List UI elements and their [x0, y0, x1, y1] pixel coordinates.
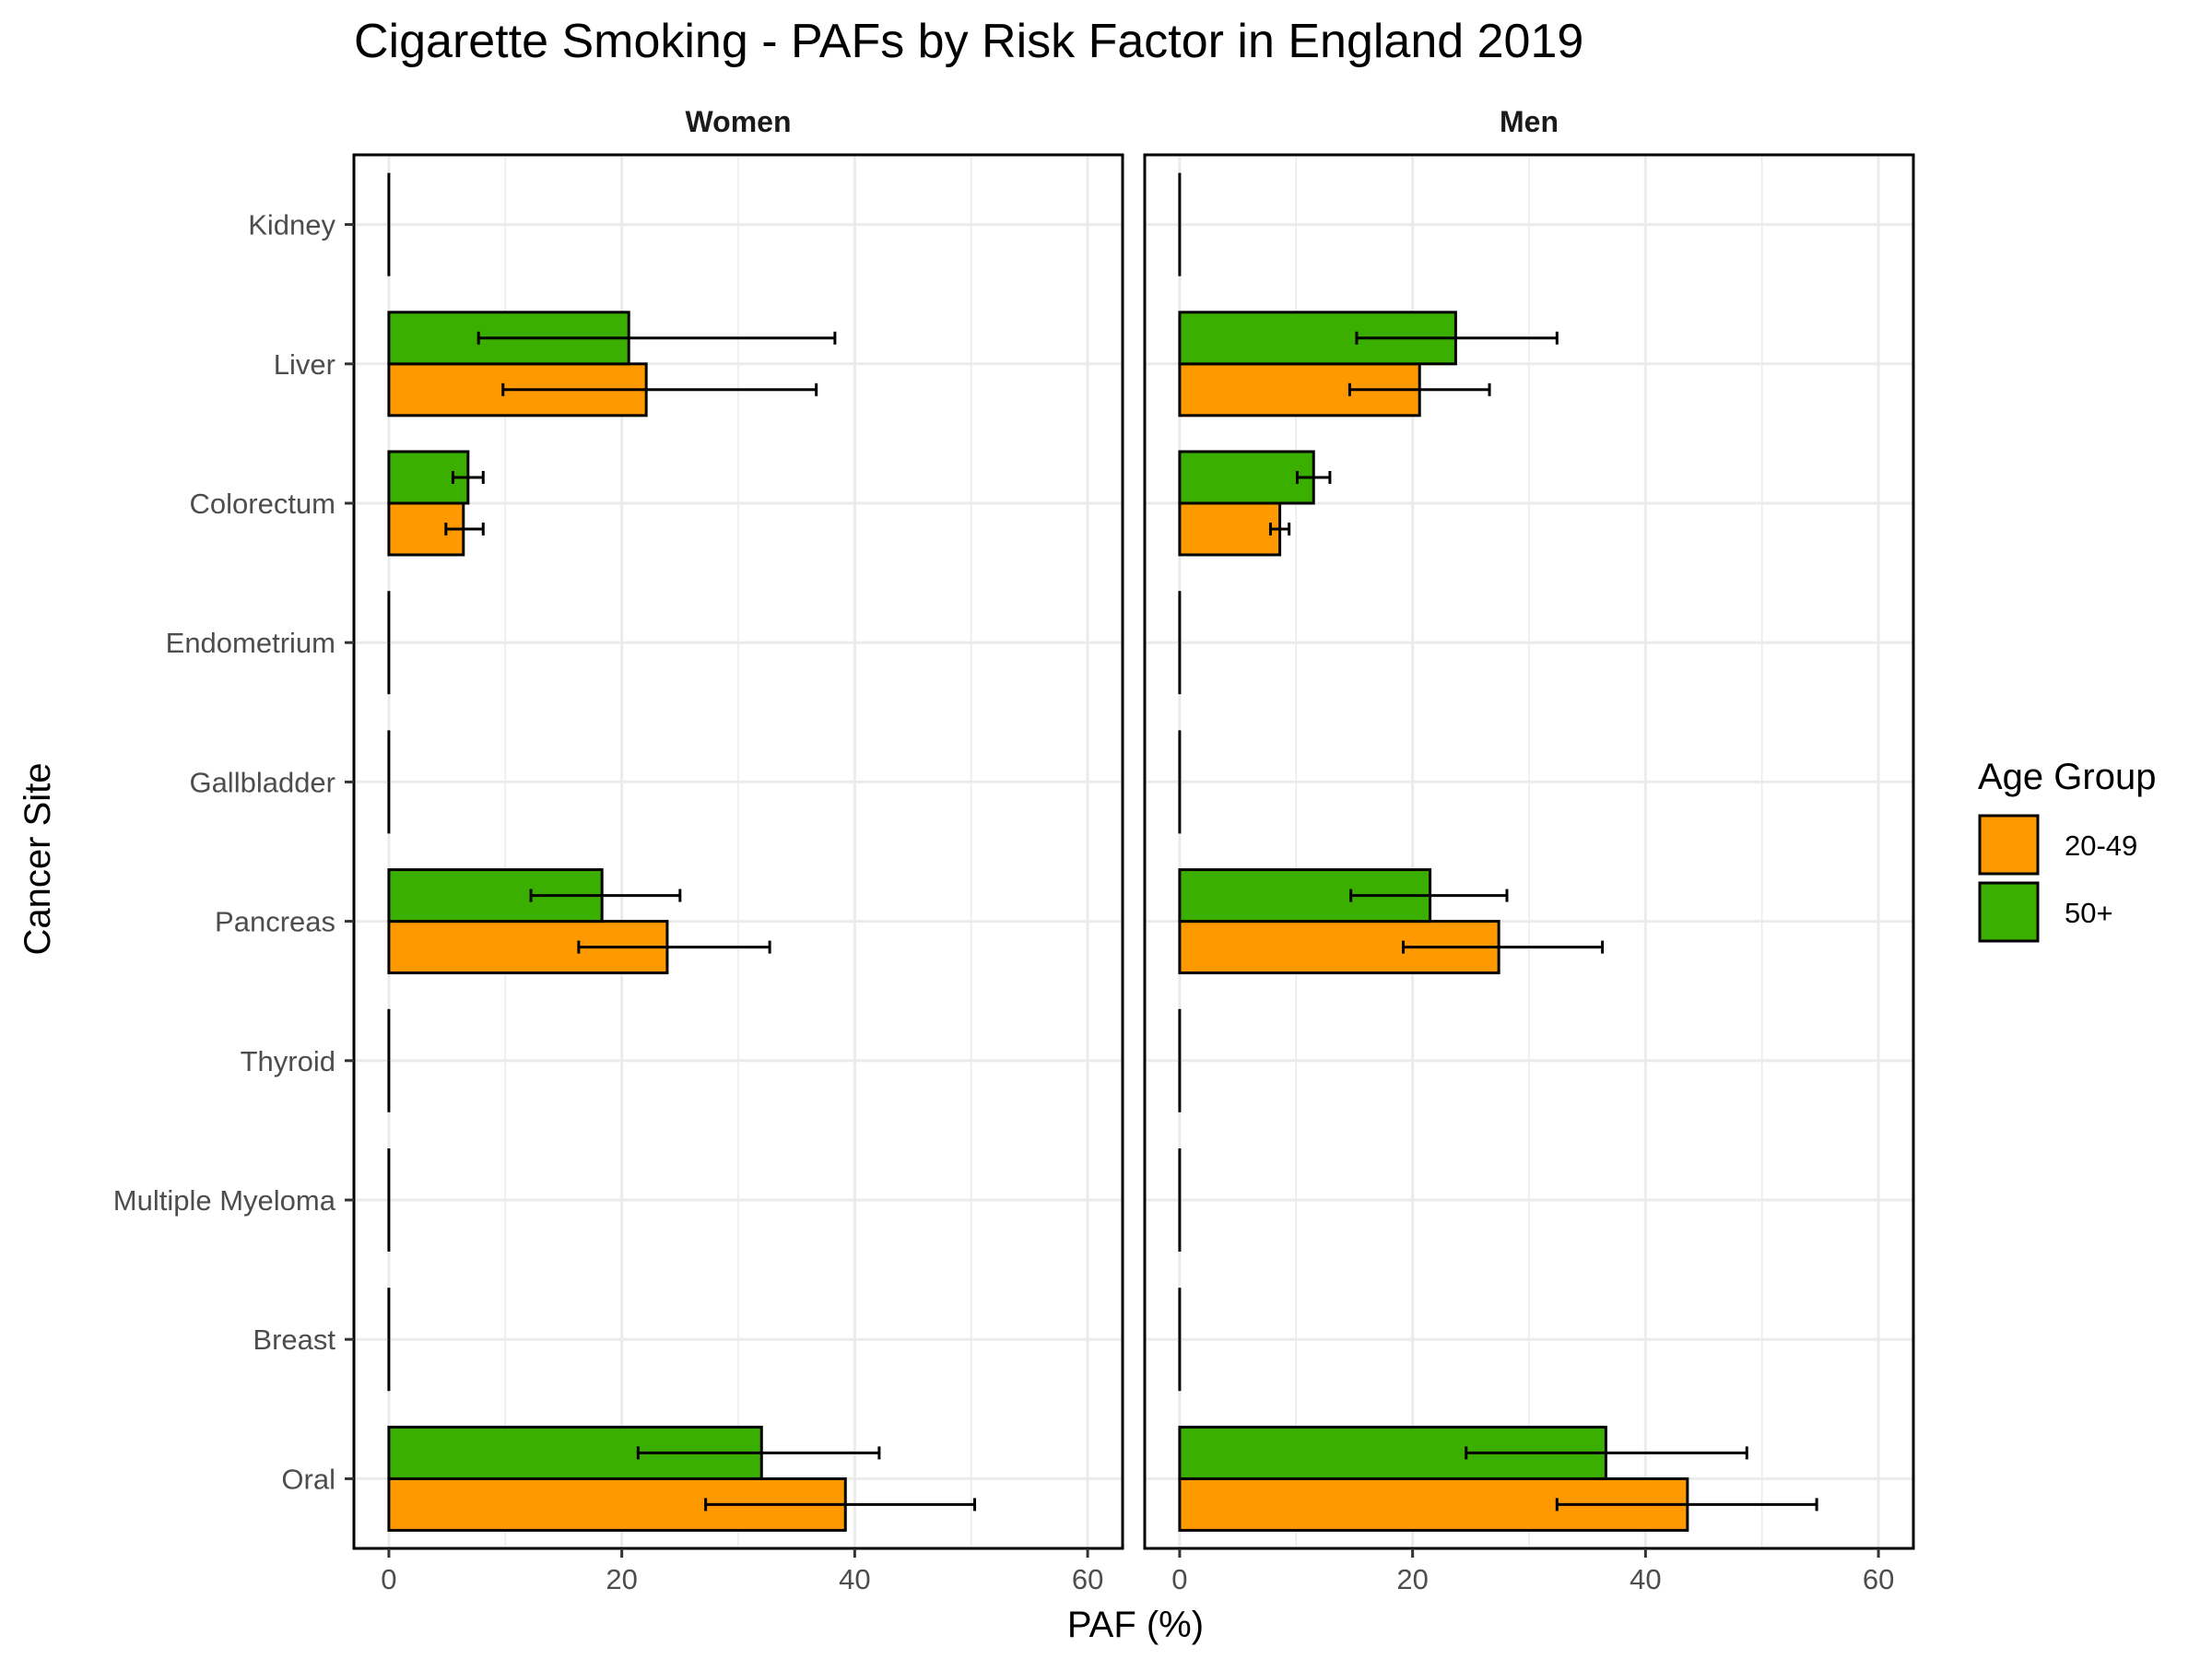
y-tick-label: Multiple Myeloma [113, 1184, 336, 1217]
panel-women: Women 0 20 40 60 Kidney Liver Colorectum Endomet… [113, 105, 1124, 1595]
chart-title: Cigarette Smoking - PAFs by Risk Factor … [354, 15, 1583, 68]
x-tick-label: 20 [1396, 1563, 1428, 1595]
error-bar [1296, 471, 1332, 484]
y-tick-label: Liver [274, 348, 335, 381]
error-bar [1347, 382, 1491, 396]
error-bar [704, 1498, 977, 1512]
legend-title: Age Group [1978, 757, 2156, 797]
error-bar [1402, 940, 1605, 954]
x-tick-label: 40 [839, 1563, 870, 1595]
legend-swatch [1978, 814, 2040, 876]
error-bar [577, 940, 771, 954]
x-tick-label: 20 [606, 1563, 637, 1595]
error-bar [1268, 523, 1291, 535]
y-tick-label: Thyroid [241, 1045, 335, 1077]
legend-item: 20-49 [1978, 814, 2137, 876]
legend-items: 20-49 50+ [1978, 814, 2137, 943]
x-axis-title: PAF (%) [1067, 1605, 1204, 1645]
error-bar [1355, 331, 1559, 345]
error-bar [444, 523, 485, 535]
legend-label: 50+ [2065, 897, 2113, 929]
x-tick-label: 0 [381, 1563, 396, 1595]
panels: Women 0 20 40 60 Kidney Liver Colorectum Endomet… [113, 105, 1915, 1595]
legend-item: 50+ [1978, 881, 2113, 943]
legend: Age Group 20-49 50+ [1978, 757, 2156, 943]
error-bar [1465, 1446, 1748, 1460]
y-tick-label: Kidney [248, 209, 335, 241]
error-bar [529, 888, 682, 902]
bar [1178, 501, 1282, 557]
panel-strip-label: Women [686, 105, 792, 138]
error-bar [501, 382, 818, 396]
error-bar [1555, 1498, 1818, 1512]
x-tick-label: 40 [1630, 1563, 1661, 1595]
panel-border [1143, 153, 1915, 1550]
x-tick-label: 60 [1863, 1563, 1894, 1595]
y-tick-label: Breast [253, 1324, 335, 1356]
y-tick-label: Colorectum [190, 488, 336, 520]
y-tick-label: Endometrium [166, 627, 335, 659]
bar [1178, 450, 1315, 505]
error-bar [1349, 888, 1509, 902]
legend-label: 20-49 [2065, 830, 2137, 862]
error-bar [477, 331, 837, 345]
y-tick-label: Gallbladder [189, 766, 335, 798]
panel-strip-label: Men [1500, 105, 1559, 138]
y-tick-label: Oral [281, 1463, 335, 1495]
panel-men: Men 0 20 40 60 [1143, 105, 1915, 1595]
panel-border [352, 153, 1124, 1550]
legend-swatch [1978, 881, 2040, 943]
error-bar [636, 1446, 881, 1460]
x-tick-label: 60 [1072, 1563, 1103, 1595]
y-axis-title: Cancer Site [18, 763, 58, 956]
y-tick-label: Pancreas [215, 906, 335, 938]
x-tick-label: 0 [1171, 1563, 1187, 1595]
bar [387, 450, 470, 505]
error-bar [451, 471, 485, 484]
